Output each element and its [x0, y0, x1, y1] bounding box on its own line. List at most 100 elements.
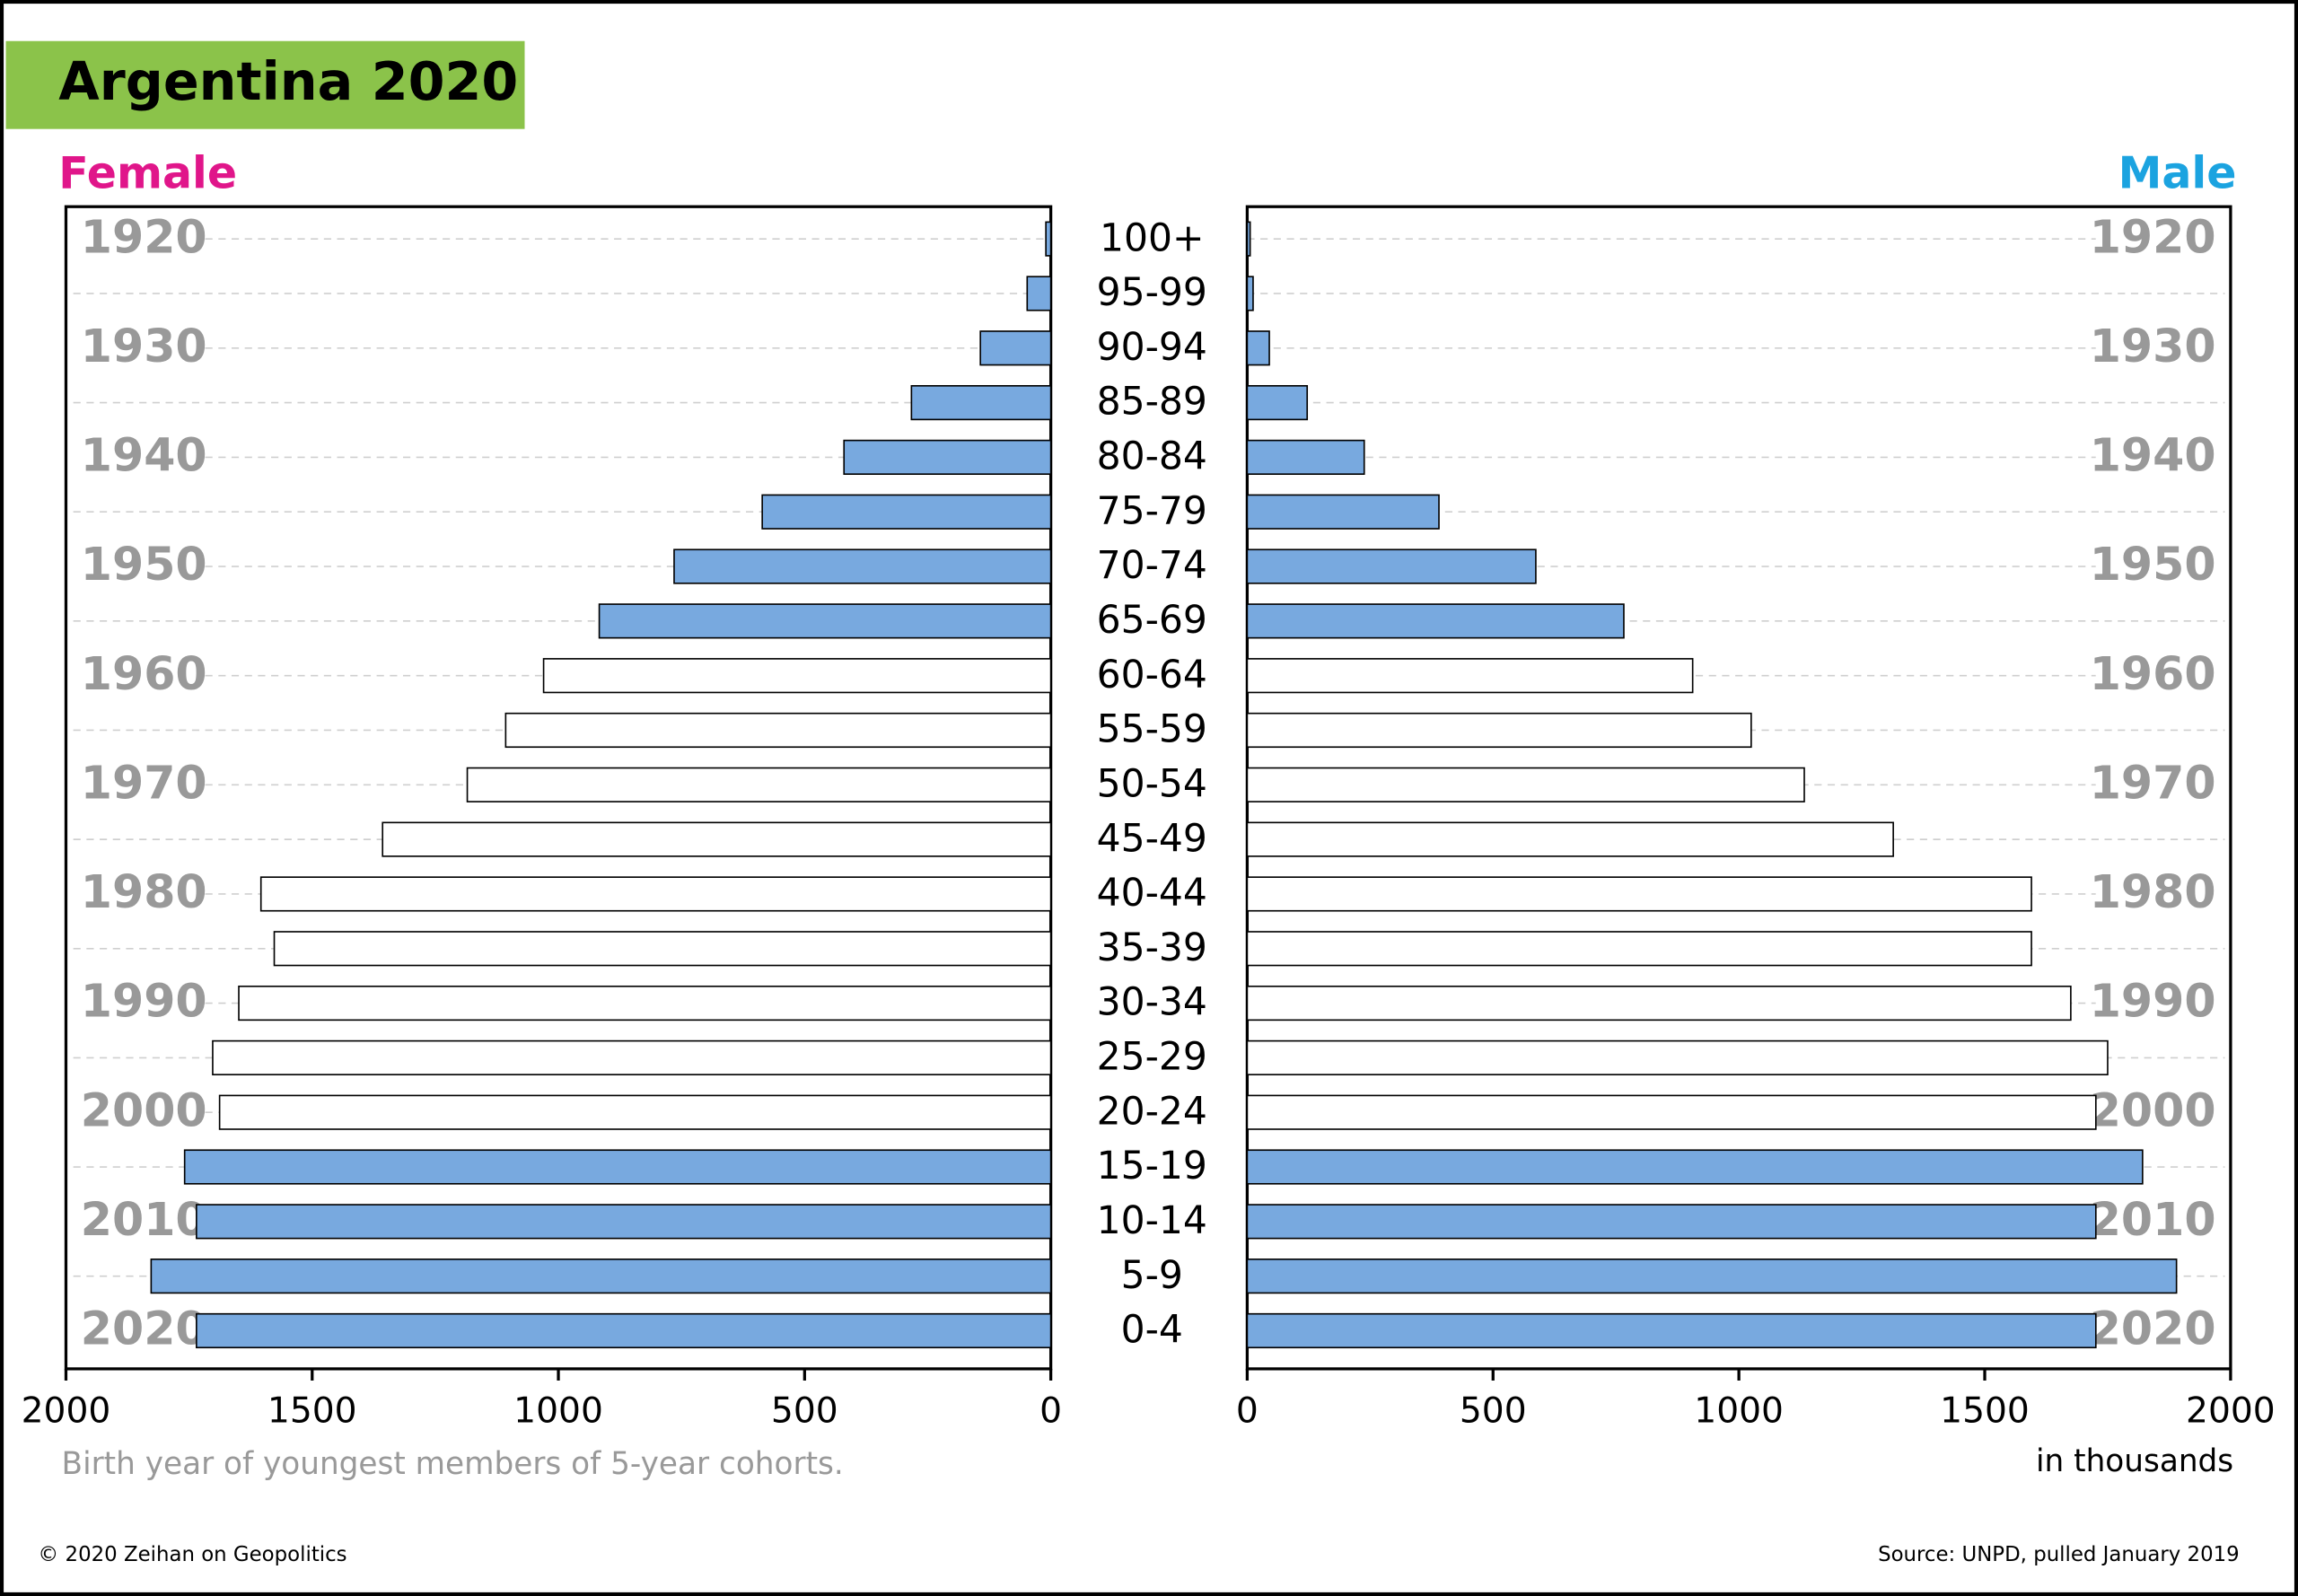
x-tick-label: 2000	[22, 1390, 111, 1431]
birth-year-label: 1960	[2090, 647, 2216, 700]
age-label: 70-74	[1097, 544, 1207, 588]
age-label: 10-14	[1097, 1199, 1207, 1243]
age-label: 75-79	[1097, 489, 1207, 533]
birth-year-label: 1980	[2090, 865, 2216, 918]
bar	[196, 1312, 1052, 1349]
birth-year-label: 1990	[2090, 975, 2216, 1028]
birth-year-label: 1940	[2090, 429, 2216, 482]
bar	[382, 821, 1052, 857]
age-label: 85-89	[1097, 381, 1207, 425]
bar	[598, 603, 1052, 639]
x-tick-label: 1500	[1940, 1390, 2030, 1431]
age-label: 35-39	[1097, 926, 1207, 970]
age-label: 20-24	[1097, 1090, 1207, 1134]
bar	[910, 385, 1052, 421]
bar	[1246, 1094, 2097, 1130]
age-label: 55-59	[1097, 708, 1207, 752]
x-tick-label: 500	[771, 1390, 838, 1431]
age-label: 95-99	[1097, 271, 1207, 315]
bar	[1246, 439, 1365, 476]
bar	[259, 876, 1052, 912]
age-label: 0-4	[1121, 1309, 1183, 1353]
birth-year-label: 2000	[2090, 1083, 2216, 1136]
bar	[1246, 767, 1805, 802]
bar	[542, 658, 1052, 694]
bar	[1246, 1204, 2097, 1240]
bar	[761, 494, 1052, 530]
age-label: 60-64	[1097, 653, 1207, 697]
bar	[150, 1258, 1052, 1294]
age-label: 40-44	[1097, 872, 1207, 916]
birth-year-label: 1980	[81, 865, 207, 918]
bar	[1246, 712, 1752, 749]
bar	[1045, 221, 1052, 257]
title: Argentina 2020	[58, 50, 518, 112]
bar	[196, 1204, 1052, 1240]
birth-year-label: 1970	[81, 756, 207, 809]
bar	[1026, 276, 1052, 311]
bar	[238, 985, 1052, 1022]
bar	[212, 1039, 1052, 1075]
bar	[1246, 876, 2032, 912]
x-tick-label: 0	[1039, 1390, 1062, 1431]
bar	[673, 548, 1052, 584]
bar	[843, 439, 1052, 476]
bar	[183, 1149, 1052, 1185]
x-tick-label: 1000	[513, 1390, 603, 1431]
copyright: © 2020 Zeihan on Geopolitics	[38, 1543, 346, 1566]
bar	[979, 330, 1052, 366]
bar	[1246, 548, 1537, 584]
birth-year-label: 1950	[81, 538, 207, 591]
note: Birth year of youngest members of 5-year…	[62, 1446, 844, 1482]
age-label: 5-9	[1121, 1254, 1183, 1298]
title-box	[5, 40, 525, 129]
bar	[1246, 1149, 2144, 1185]
bar	[1246, 658, 1694, 694]
bar	[1246, 494, 1440, 530]
x-tick-label: 1500	[268, 1390, 357, 1431]
age-label: 80-84	[1097, 435, 1207, 479]
x-tick-label: 500	[1460, 1390, 1527, 1431]
birth-year-label: 1960	[81, 647, 207, 700]
bar	[273, 931, 1052, 967]
bar	[1246, 385, 1309, 421]
birth-year-label: 1940	[81, 429, 207, 482]
unit-label: in thousands	[2036, 1443, 2233, 1479]
source: Source: UNPD, pulled January 2019	[1878, 1543, 2240, 1566]
birth-year-label: 1970	[2090, 756, 2216, 809]
bar	[1246, 330, 1270, 366]
bar	[1246, 1039, 2109, 1075]
age-label: 90-94	[1097, 326, 1207, 370]
bar	[218, 1094, 1052, 1130]
age-label: 15-19	[1097, 1144, 1207, 1188]
bar	[1246, 1258, 2178, 1294]
birth-year-label: 2010	[81, 1193, 207, 1246]
age-label: 50-54	[1097, 762, 1207, 806]
birth-year-label: 1930	[81, 320, 207, 373]
birth-year-label: 1920	[81, 210, 207, 263]
x-tick-label: 0	[1236, 1390, 1259, 1431]
x-tick-label: 1000	[1694, 1390, 1784, 1431]
bar	[1246, 931, 2032, 967]
legend-label: Female	[58, 147, 237, 198]
birth-year-label: 1920	[2090, 210, 2216, 263]
bar	[1246, 1312, 2097, 1349]
bar	[1246, 276, 1254, 311]
age-label: 30-34	[1097, 981, 1207, 1025]
bar	[1246, 603, 1625, 639]
legend-label: Male	[2118, 147, 2237, 198]
birth-year-label: 2010	[2090, 1193, 2216, 1246]
birth-year-label: 1930	[2090, 320, 2216, 373]
bar	[466, 767, 1052, 802]
bar	[504, 712, 1052, 749]
birth-year-label: 2000	[81, 1083, 207, 1136]
x-tick-label: 2000	[2186, 1390, 2276, 1431]
bar	[1246, 821, 1894, 857]
birth-year-label: 2020	[2090, 1302, 2216, 1355]
birth-year-label: 1990	[81, 975, 207, 1028]
birth-year-label: 1950	[2090, 538, 2216, 591]
bar	[1246, 221, 1251, 257]
bar	[1246, 985, 2072, 1022]
age-label: 100+	[1100, 216, 1205, 260]
